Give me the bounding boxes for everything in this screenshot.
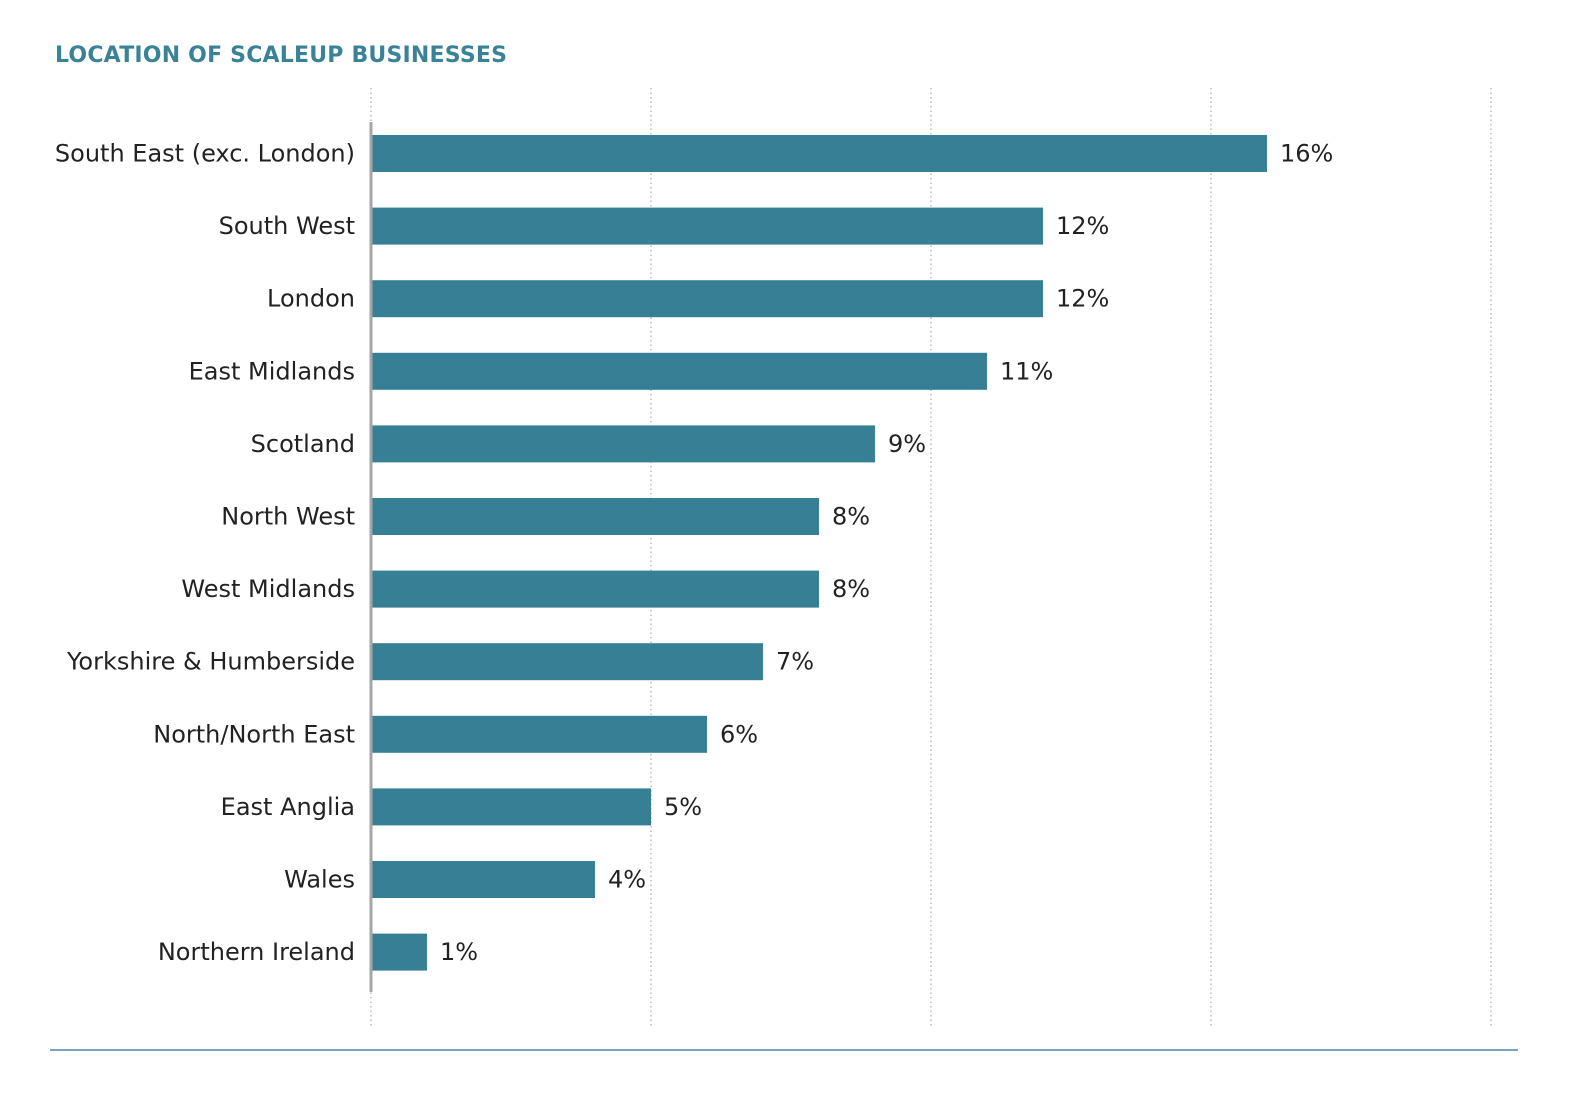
bar xyxy=(371,135,1267,172)
value-label: 16% xyxy=(1280,140,1333,168)
category-label: North West xyxy=(221,503,355,531)
bar xyxy=(371,207,1043,245)
category-label: London xyxy=(267,285,355,313)
bar xyxy=(371,861,595,898)
value-label: 7% xyxy=(776,648,814,676)
bar xyxy=(371,280,1043,318)
value-label: 11% xyxy=(1000,357,1053,385)
bar xyxy=(371,570,819,608)
category-label: Wales xyxy=(284,866,355,894)
category-label: South East (exc. London) xyxy=(55,140,355,168)
bar xyxy=(371,788,651,826)
category-label: Scotland xyxy=(251,430,355,458)
category-label: North/North East xyxy=(153,720,355,748)
value-label: 8% xyxy=(832,575,870,603)
bar xyxy=(371,933,427,971)
category-label: Northern Ireland xyxy=(158,938,355,966)
category-labels: South East (exc. London) South West London… xyxy=(55,140,355,967)
category-label: East Anglia xyxy=(221,793,355,821)
chart-title: LOCATION OF SCALEUP BUSINESSES xyxy=(55,43,508,68)
value-label: 8% xyxy=(832,503,870,531)
bar xyxy=(371,352,987,390)
value-label: 12% xyxy=(1056,285,1109,313)
bar xyxy=(371,425,875,463)
value-label: 12% xyxy=(1056,212,1109,240)
category-label: South West xyxy=(219,212,355,240)
bars xyxy=(371,135,1267,971)
value-label: 9% xyxy=(888,430,926,458)
value-label: 4% xyxy=(608,866,646,894)
category-label: East Midlands xyxy=(189,357,355,385)
value-label: 1% xyxy=(440,938,478,966)
value-labels: 16% 12% 12% 11% 9% 8% 8% 7% 6% 5% 4% 1% xyxy=(440,140,1333,967)
category-label: West Midlands xyxy=(181,575,355,603)
category-label: Yorkshire & Humberside xyxy=(66,648,355,676)
bar xyxy=(371,498,819,535)
value-label: 5% xyxy=(664,793,702,821)
bar xyxy=(371,643,763,681)
value-label: 6% xyxy=(720,720,758,748)
bar xyxy=(371,715,707,753)
